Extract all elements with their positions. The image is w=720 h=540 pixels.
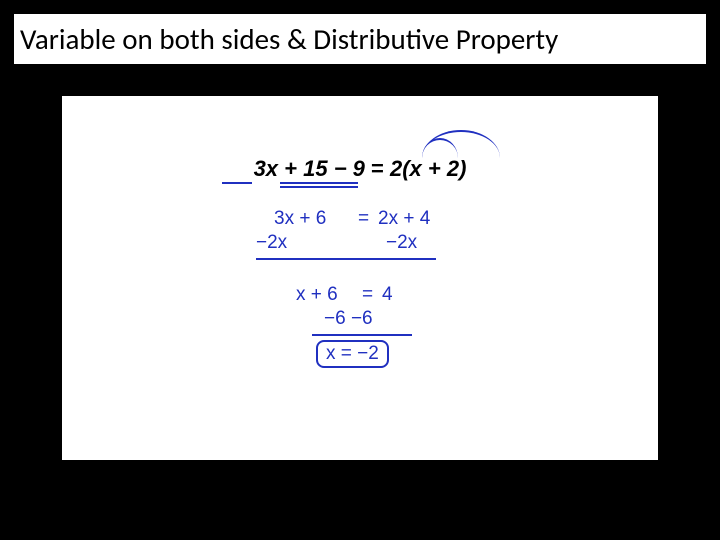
combine-like-terms-underline (280, 182, 358, 184)
step-2-right: −2x (386, 232, 417, 254)
step-3-eq: = (362, 284, 373, 306)
distribute-arc-long (422, 130, 500, 158)
equation-rhs: 2(x + 2) (390, 156, 466, 181)
slide-title: Variable on both sides & Distributive Pr… (20, 21, 558, 57)
whiteboard-panel: 3x + 15 − 9 = 2(x + 2) 3x + 6 = 2x + 4 −… (62, 96, 658, 460)
title-bar: Variable on both sides & Distributive Pr… (14, 14, 706, 64)
step-4-rule (312, 334, 412, 336)
step-1-eq: = (358, 208, 369, 230)
step-4: −6 −6 (324, 308, 373, 330)
step-3-right: 4 (382, 284, 393, 306)
original-equation: 3x + 15 − 9 = 2(x + 2) (62, 156, 658, 182)
equals-sign: = (371, 156, 390, 181)
step-1-right: 2x + 4 (378, 208, 430, 230)
step-1-left: 3x + 6 (274, 208, 326, 230)
solution-text: x = −2 (326, 343, 379, 364)
step-2-left: −2x (256, 232, 287, 254)
equation-lhs: 3x + 15 − 9 (254, 156, 365, 181)
solution-box: x = −2 (316, 340, 389, 368)
combine-like-terms-underline-2 (280, 186, 358, 188)
term-underline-3x (222, 182, 252, 184)
slide: Variable on both sides & Distributive Pr… (0, 0, 720, 540)
step-2-rule (256, 258, 436, 260)
step-3-left: x + 6 (296, 284, 338, 306)
